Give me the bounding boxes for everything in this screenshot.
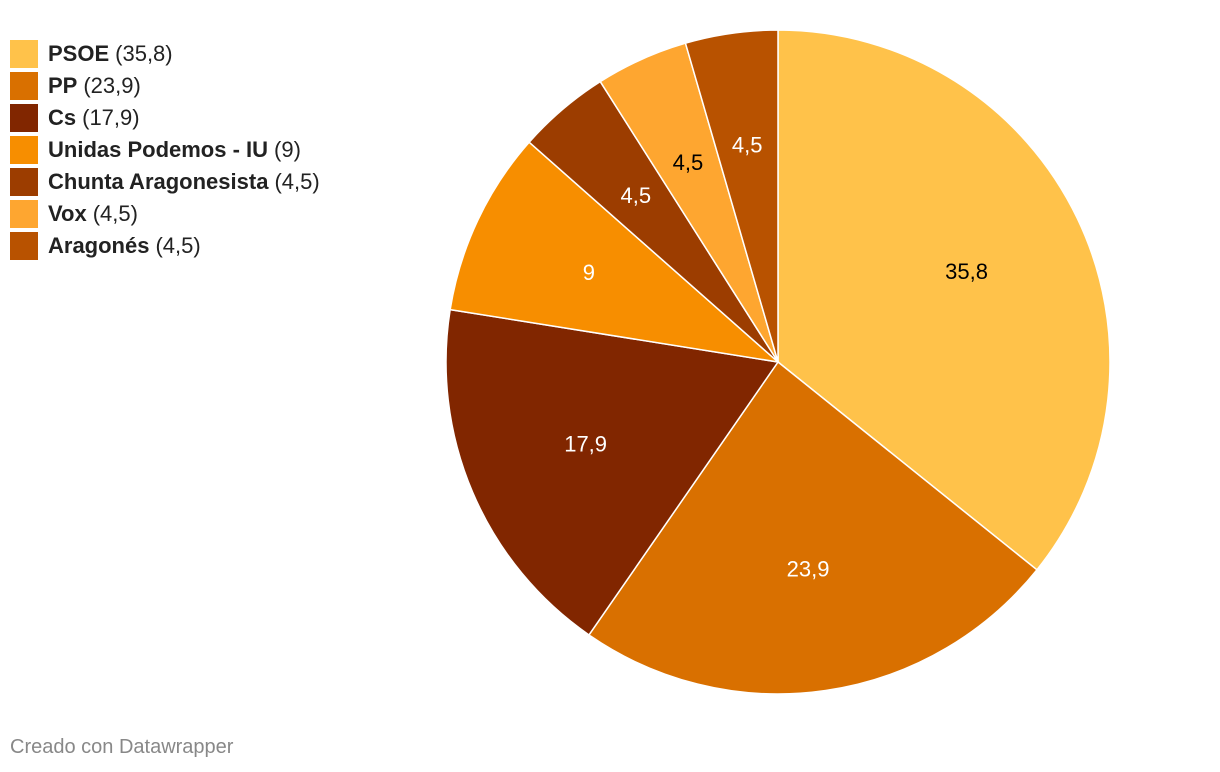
legend-item: PP (23,9) [10,70,320,102]
legend-swatch [10,232,38,260]
pie-chart: 35,8 23,9 17,9 9 4,5 4,5 4,5 [445,29,1111,695]
pie-slice [587,360,1038,695]
chart-legend: PSOE (35,8) PP (23,9) Cs (17,9) Unidas Podemos… [10,38,320,262]
legend-value: (4,5) [155,233,201,258]
legend-item: Vox (4,5) [10,198,320,230]
slice-value-label: 9 [583,260,595,285]
legend-item: Cs (17,9) [10,102,320,134]
pie-slice [445,308,780,636]
slice-value-label: 4,5 [673,150,704,175]
legend-swatch [10,136,38,164]
slice-value-label: 4,5 [732,133,763,158]
slice-value-label: 4,5 [621,183,652,208]
slice-value-label: 35,8 [945,259,988,284]
legend-item: Aragonés (4,5) [10,230,320,262]
legend-value: (35,8) [115,41,173,66]
legend-name: PP [48,73,78,98]
legend-item: Chunta Aragonesista (4,5) [10,166,320,198]
legend-swatch [10,40,38,68]
legend-name: Chunta Aragonesista [48,169,269,194]
legend-value: (4,5) [92,201,138,226]
legend-name: Unidas Podemos - IU [48,137,269,162]
credit-text: Creado con Datawrapper [10,736,234,758]
slice-value-label: 23,9 [787,556,830,581]
legend-value: (4,5) [274,169,320,194]
legend-swatch [10,72,38,100]
legend-item: PSOE (35,8) [10,38,320,70]
legend-value: (23,9) [83,73,141,98]
pie-slice [684,29,779,363]
legend-swatch [10,168,38,196]
legend-item: Unidas Podemos - IU (9) [10,134,320,166]
pie-slice [449,141,781,364]
pie-slice [777,29,1111,571]
legend-name: Aragonés [48,233,150,258]
legend-value: (17,9) [82,105,140,130]
legend-swatch [10,200,38,228]
legend-name: Vox [48,201,87,226]
legend-swatch [10,104,38,132]
legend-name: PSOE [48,41,110,66]
legend-value: (9) [274,137,301,162]
legend-name: Cs [48,105,77,130]
slice-value-label: 17,9 [564,432,607,457]
